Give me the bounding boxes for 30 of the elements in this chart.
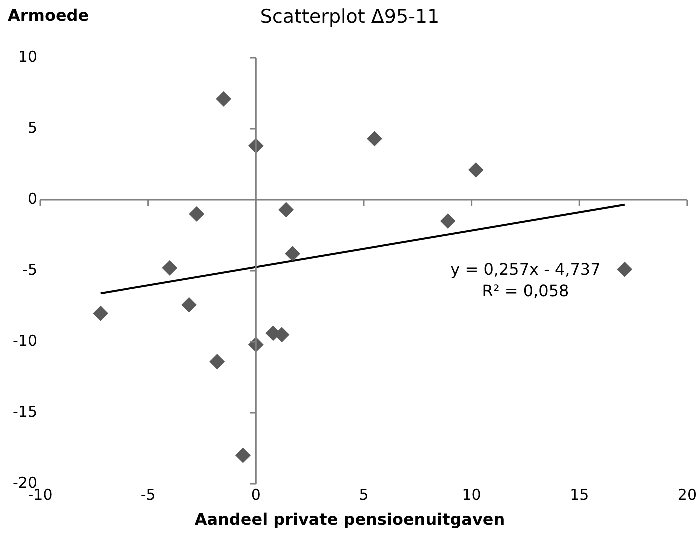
- point: [617, 262, 632, 278]
- x-tick-label: -5: [140, 486, 156, 504]
- y-tick-label: 10: [18, 48, 38, 66]
- point: [468, 162, 484, 178]
- point: [210, 354, 225, 370]
- y-tick-label: 5: [28, 118, 38, 137]
- point: [278, 202, 294, 218]
- y-axis-title: Armoede: [8, 6, 90, 25]
- point: [285, 246, 300, 262]
- x-tick-label: 0: [251, 486, 261, 504]
- x-axis-title: Aandeel private pensioenuitgaven: [194, 510, 506, 529]
- point: [236, 448, 251, 464]
- y-tick-label: -15: [13, 402, 38, 421]
- point: [93, 306, 108, 322]
- y-tick-label: -10: [13, 332, 38, 350]
- point: [182, 298, 197, 313]
- point: [216, 92, 232, 107]
- point: [189, 206, 204, 222]
- x-tick-label: 10: [462, 486, 482, 504]
- point: [367, 131, 382, 146]
- y-tick-label: 0: [28, 190, 38, 208]
- x-tick-label: 5: [359, 486, 369, 504]
- x-tick-label: 20: [678, 486, 698, 504]
- y-tick-label: -5: [22, 260, 38, 279]
- point: [440, 214, 456, 229]
- point: [162, 260, 178, 276]
- x-tick-label: 15: [570, 486, 590, 504]
- annotation: y = 0,257x - 4,737: [450, 260, 601, 280]
- annotation: R² = 0,058: [482, 281, 570, 300]
- chart-title: Scatterplot Δ95-11: [260, 6, 440, 28]
